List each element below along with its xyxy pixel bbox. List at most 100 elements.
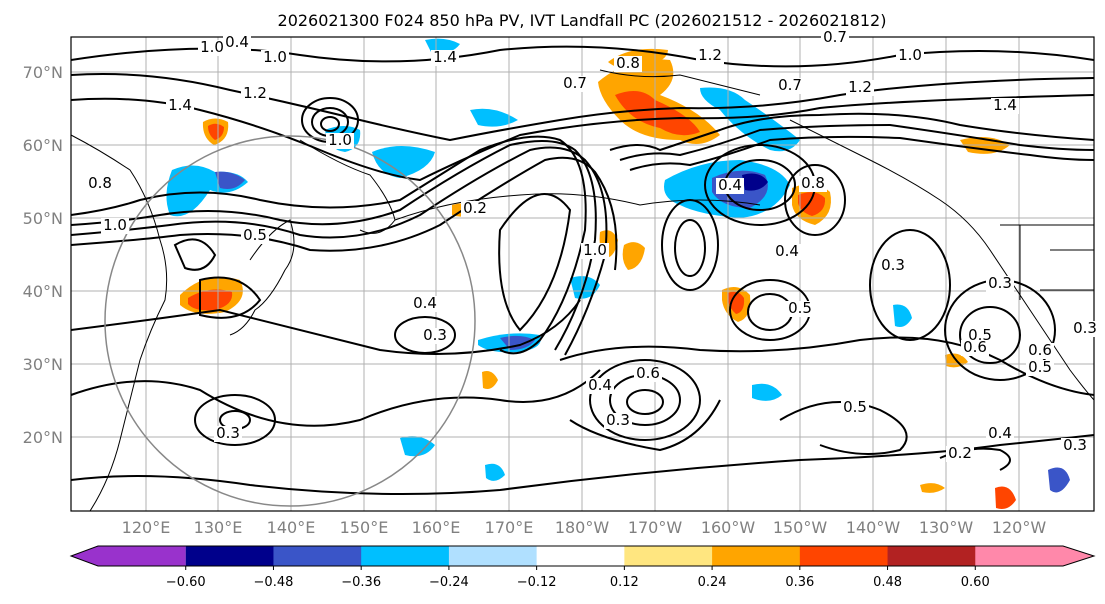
contour-label-bg [421, 328, 449, 344]
colorbar-tick-label: 0.60 [961, 575, 990, 590]
contour-label-bg [991, 98, 1019, 114]
contour-line [674, 219, 706, 277]
colorbar-segment [185, 546, 274, 566]
contour-line [619, 123, 1094, 161]
contour-label: 1.0 [263, 48, 287, 66]
colorbar-tick-label: −0.60 [166, 575, 206, 590]
negative-anomaly [485, 463, 505, 481]
colorbar-extend-high [975, 546, 1094, 566]
longitude-label: 120°W [992, 518, 1047, 537]
positive-anomaly [622, 242, 645, 270]
contour-label: 0.5 [243, 226, 267, 244]
positive-anomaly [920, 483, 945, 493]
contour-label: 0.6 [1028, 341, 1052, 359]
negative-anomaly [752, 383, 782, 401]
colorbar-outline [69, 545, 1096, 567]
latitude-label: 60°N [23, 136, 63, 155]
contour-line [199, 276, 262, 319]
negative-anomaly [372, 146, 435, 178]
contour-label-bg [799, 176, 827, 192]
map-panel: 0.41.01.0 1.41.21.40.80.70.71.2 1.01.21.40… [70, 28, 1099, 512]
contour-label-bg [786, 301, 814, 317]
contour-label: 0.5 [1028, 358, 1052, 376]
longitude-labels: 120°E 130°E 140°E 150°E 160°E 170°E 180°W 170°W… [122, 518, 1047, 537]
contour-label: 0.4 [588, 376, 612, 394]
longitude-label: 180°W [555, 518, 610, 537]
contour-line [629, 135, 1094, 171]
contour-label: 0.8 [801, 174, 825, 192]
colorbar-tick-label: −0.12 [517, 575, 557, 590]
negative-anomaly [700, 87, 800, 152]
contour-label-bg [946, 446, 974, 462]
latitude-label: 40°N [23, 282, 63, 301]
contour-line [71, 299, 581, 355]
contour-label: 0.4 [413, 294, 437, 312]
negative-anomaly [215, 171, 245, 189]
contour-line [71, 73, 1094, 142]
contour-label-bg [961, 340, 989, 356]
contour-label: 0.4 [225, 33, 249, 51]
contour-label-bg [261, 50, 289, 66]
contour-line [71, 140, 597, 351]
contour-label-bg [326, 133, 354, 149]
contour-line [869, 229, 951, 341]
contour-label: 0.7 [823, 28, 847, 46]
contour-label: 0.7 [778, 76, 802, 94]
contour-label-bg [1061, 438, 1089, 454]
contour-line [173, 238, 217, 271]
longitude-label: 140°E [267, 518, 316, 537]
contour-line [779, 401, 908, 455]
contour-label-bg [776, 78, 804, 94]
negative-anomaly [742, 173, 768, 191]
contour-line [559, 336, 1094, 396]
contour-line [194, 394, 276, 446]
contour-label: 0.3 [1073, 319, 1097, 337]
contour-label-bg [821, 30, 849, 46]
coastline-layer [71, 69, 1094, 511]
latitude-label: 30°N [23, 355, 63, 374]
contour-line [784, 164, 846, 236]
contour-label-bg [223, 35, 251, 51]
contour-label: 0.3 [881, 256, 905, 274]
longitude-label: 170°E [485, 518, 534, 537]
contour-label-bg [214, 426, 242, 442]
na-coast [789, 119, 1094, 401]
colorbar-tick-label: −0.48 [254, 575, 294, 590]
colorbar-segment [624, 546, 713, 566]
contour-label-bg [198, 40, 226, 56]
contour-label: 0.4 [718, 176, 742, 194]
latitude-label: 70°N [23, 63, 63, 82]
contour-label-bg [696, 48, 724, 64]
contour-layer [71, 45, 1094, 495]
contour-label-bg [1026, 360, 1054, 376]
positive-anomaly [728, 291, 745, 314]
colorbar-segment [448, 546, 538, 566]
contour-label: 1.0 [898, 46, 922, 64]
contour-label-bg [86, 176, 114, 192]
kamchatka-coast [299, 139, 396, 234]
contour-label: 1.2 [848, 78, 872, 96]
latitude-label: 20°N [23, 428, 63, 447]
negative-anomaly [893, 304, 912, 327]
contour-label: 0.4 [775, 242, 799, 260]
figure-title: 2026021300 F024 850 hPa PV, IVT Landfall… [278, 11, 887, 30]
contour-label: 0.5 [788, 299, 812, 317]
contour-line [71, 135, 587, 355]
contour-label: 0.5 [968, 326, 992, 344]
contour-label-bg [1071, 321, 1099, 337]
colorbar-tick-label: −0.36 [341, 575, 381, 590]
contour-label: 0.3 [216, 424, 240, 442]
contour-label: 0.3 [1063, 436, 1087, 454]
alaska-coast [599, 69, 761, 96]
asia-coast [71, 134, 168, 511]
colorbar-segment [887, 546, 976, 566]
contour-label-bg [634, 366, 662, 382]
contour-label-bg [166, 98, 194, 114]
contour-label: 1.2 [243, 84, 267, 102]
positive-anomaly [798, 192, 826, 216]
aleutians [394, 193, 761, 221]
positive-anomaly [482, 371, 498, 389]
contour-label-bg [431, 50, 459, 66]
colorbar-segment [273, 546, 362, 566]
